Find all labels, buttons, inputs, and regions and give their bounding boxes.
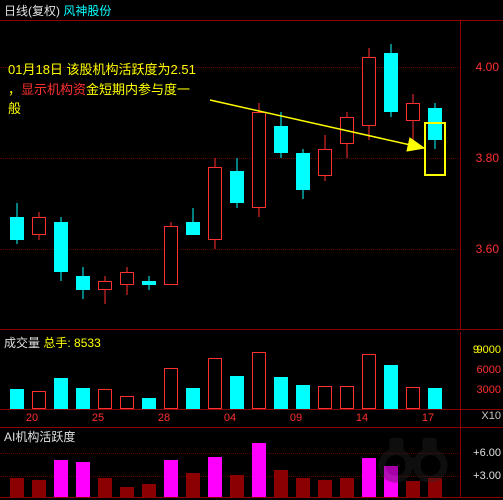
volume-bar[interactable] xyxy=(274,377,288,409)
ai-axis: +6.00 +3.00 xyxy=(460,428,503,498)
ai-bar[interactable] xyxy=(318,480,332,497)
date-tick-label: 28 xyxy=(158,412,170,424)
candle[interactable] xyxy=(252,21,266,331)
volume-bar[interactable] xyxy=(296,385,310,409)
price-tick-label: 4.00 xyxy=(476,60,499,74)
candle[interactable] xyxy=(384,21,398,331)
price-tick-label: 3.60 xyxy=(476,242,499,256)
volume-bar[interactable] xyxy=(76,388,90,409)
chart-title: 日线(复权) 风神股份 xyxy=(4,2,111,19)
date-tick-label: 20 xyxy=(26,412,38,424)
volume-bar[interactable] xyxy=(208,358,222,409)
candle[interactable] xyxy=(428,21,442,331)
date-tick-label: 17 xyxy=(422,412,434,424)
volume-bar[interactable] xyxy=(318,386,332,409)
date-axis-unit: X10 xyxy=(460,410,503,428)
ai-bar[interactable] xyxy=(76,462,90,497)
candle[interactable] xyxy=(230,21,244,331)
volume-title: 成交量 总手: 8533 xyxy=(4,334,101,351)
volume-bar[interactable] xyxy=(142,398,156,409)
ai-bar[interactable] xyxy=(362,458,376,497)
volume-bar[interactable] xyxy=(10,389,24,409)
volume-bar[interactable] xyxy=(362,354,376,409)
volume-bar[interactable] xyxy=(98,389,112,409)
chart-type-label: 日线(复权) xyxy=(4,4,60,18)
ai-bar[interactable] xyxy=(340,478,354,497)
stock-name: 风神股份 xyxy=(63,4,111,18)
date-tick-label: 09 xyxy=(290,412,302,424)
candle[interactable] xyxy=(362,21,376,331)
candle[interactable] xyxy=(406,21,420,331)
date-tick-label: 04 xyxy=(224,412,236,424)
ai-tick-label: +6.00 xyxy=(473,447,501,459)
volume-panel[interactable]: 成交量 总手: 8533 xyxy=(0,332,460,410)
volume-bar[interactable] xyxy=(230,376,244,409)
date-axis: 20 25 28 04 09 14 17 xyxy=(0,410,460,428)
date-tick-label: 14 xyxy=(356,412,368,424)
candle[interactable] xyxy=(340,21,354,331)
candle[interactable] xyxy=(274,21,288,331)
ai-bar[interactable] xyxy=(54,460,68,497)
ai-bar[interactable] xyxy=(384,466,398,497)
ai-bar[interactable] xyxy=(10,478,24,497)
ai-bar[interactable] xyxy=(230,475,244,497)
volume-bar[interactable] xyxy=(340,386,354,409)
ai-bar[interactable] xyxy=(274,470,288,497)
volume-tick-label: 6000 xyxy=(477,364,501,376)
volume-bar[interactable] xyxy=(164,368,178,409)
ai-bar[interactable] xyxy=(296,478,310,497)
ai-tick-label: +3.00 xyxy=(473,470,501,482)
annotation-text: 01月18日 该股机构活跃度为2.51 ，显示机构资金短期内参与度一 般 xyxy=(8,60,196,119)
ai-bar[interactable] xyxy=(428,478,442,497)
ai-bar[interactable] xyxy=(252,443,266,497)
candle[interactable] xyxy=(208,21,222,331)
volume-axis: 9000600030009 xyxy=(460,332,503,410)
ai-bar[interactable] xyxy=(32,480,46,497)
volume-bar[interactable] xyxy=(252,352,266,409)
ai-title: AI机构活跃度 xyxy=(4,428,75,445)
ai-bar[interactable] xyxy=(186,473,200,497)
volume-bar[interactable] xyxy=(384,365,398,409)
volume-bar[interactable] xyxy=(32,391,46,409)
volume-unit-label: X10 xyxy=(481,410,501,422)
ai-bar[interactable] xyxy=(120,487,134,497)
volume-tick-label: 9000 xyxy=(477,344,501,356)
price-tick-label: 3.80 xyxy=(476,151,499,165)
volume-bar[interactable] xyxy=(428,388,442,409)
ai-activity-panel[interactable]: AI机构活跃度 xyxy=(0,428,460,498)
volume-bar[interactable] xyxy=(406,387,420,409)
ai-bar[interactable] xyxy=(406,481,420,497)
price-axis: 3.60 3.80 4.00 xyxy=(460,20,503,330)
candle[interactable] xyxy=(318,21,332,331)
ai-bar[interactable] xyxy=(164,460,178,497)
candle[interactable] xyxy=(296,21,310,331)
volume-bar[interactable] xyxy=(54,378,68,409)
ai-bar[interactable] xyxy=(98,478,112,497)
volume-tick-label: 3000 xyxy=(477,384,501,396)
volume-bar[interactable] xyxy=(120,396,134,409)
volume-bar[interactable] xyxy=(186,388,200,409)
ai-bar[interactable] xyxy=(142,484,156,497)
ai-bar[interactable] xyxy=(208,457,222,497)
date-tick-label: 25 xyxy=(92,412,104,424)
